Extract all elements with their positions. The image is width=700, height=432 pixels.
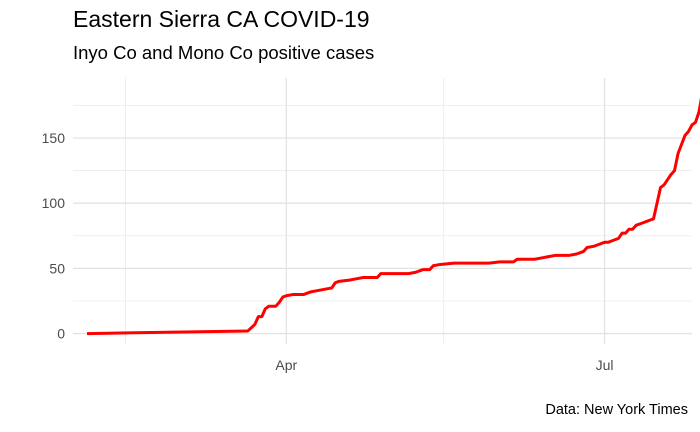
x-tick-label: Apr	[275, 357, 297, 373]
x-axis-tick-labels: Apr Jul	[275, 357, 613, 373]
major-gridlines	[73, 78, 692, 344]
y-tick-label: 0	[57, 326, 65, 342]
series-group	[86, 97, 700, 336]
minor-gridlines	[73, 78, 692, 344]
x-tick-label: Jul	[596, 357, 614, 373]
y-tick-label: 150	[42, 130, 66, 146]
y-axis-tick-labels: 0 50 100 150	[42, 130, 66, 342]
chart-caption: Data: New York Times	[545, 402, 688, 418]
series-line-cases	[86, 97, 700, 336]
chart-subtitle: Inyo Co and Mono Co positive cases	[73, 42, 375, 63]
y-tick-label: 100	[42, 195, 66, 211]
chart-title: Eastern Sierra CA COVID-19	[73, 6, 370, 32]
y-tick-label: 50	[49, 260, 65, 276]
